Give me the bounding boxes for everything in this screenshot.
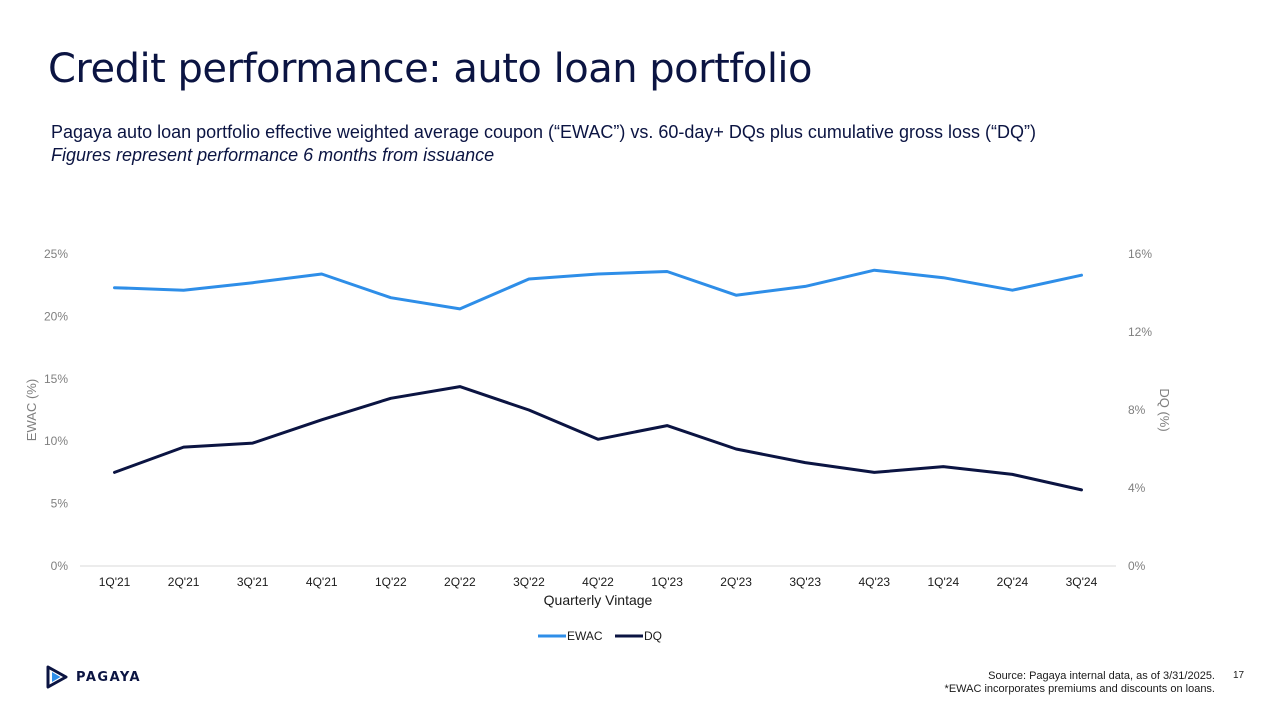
- right-tick-label: 4%: [1128, 481, 1146, 495]
- chart-legend: EWAC DQ: [538, 629, 662, 643]
- slide-title: Credit performance: auto loan portfolio: [48, 46, 813, 92]
- pagaya-logo-icon: [46, 665, 68, 689]
- source-note: Source: Pagaya internal data, as of 3/31…: [988, 670, 1215, 682]
- left-tick-label: 15%: [44, 372, 68, 386]
- ewac-footnote: *EWAC incorporates premiums and discount…: [944, 683, 1215, 695]
- x-tick-label: 2Q'21: [168, 575, 200, 589]
- footnotes: Source: Pagaya internal data, as of 3/31…: [945, 670, 1215, 696]
- pagaya-logo: PAGAYA: [46, 665, 141, 689]
- left-tick-label: 10%: [44, 434, 68, 448]
- right-tick-label: 12%: [1128, 325, 1152, 339]
- left-axis-ticks: 0% 5% 10% 15% 20% 25%: [44, 247, 68, 573]
- series-line-dq: [113, 385, 1083, 492]
- x-tick-label: 1Q'24: [928, 575, 960, 589]
- slide-subnote: Figures represent performance 6 months f…: [51, 145, 495, 165]
- x-tick-label: 4Q'22: [582, 575, 614, 589]
- x-tick-label: 4Q'21: [306, 575, 338, 589]
- x-tick-label: 2Q'24: [997, 575, 1029, 589]
- left-tick-label: 25%: [44, 247, 68, 261]
- right-axis-ticks: 0% 4% 8% 12% 16%: [1128, 247, 1152, 573]
- x-tick-label: 1Q'21: [99, 575, 131, 589]
- slide-subtitle: Pagaya auto loan portfolio effective wei…: [51, 122, 1036, 142]
- x-tick-label: 1Q'23: [651, 575, 683, 589]
- left-tick-label: 20%: [44, 309, 68, 323]
- right-tick-label: 0%: [1128, 559, 1146, 573]
- left-axis-title: EWAC (%): [24, 379, 39, 441]
- x-tick-label: 2Q'23: [720, 575, 752, 589]
- x-tick-label: 4Q'23: [858, 575, 890, 589]
- right-tick-label: 8%: [1128, 403, 1146, 417]
- x-tick-label: 3Q'22: [513, 575, 545, 589]
- x-tick-label: 2Q'22: [444, 575, 476, 589]
- x-tick-label: 3Q'21: [237, 575, 269, 589]
- right-axis-title: DQ (%): [1157, 388, 1172, 431]
- right-tick-label: 16%: [1128, 247, 1152, 261]
- x-axis-title: Quarterly Vintage: [544, 592, 653, 608]
- page-number: 17: [1233, 670, 1245, 681]
- x-axis-ticks: 1Q'21 2Q'21 3Q'21 4Q'21 1Q'22 2Q'22 3Q'22 4Q'22…: [99, 575, 1098, 589]
- x-tick-label: 1Q'22: [375, 575, 407, 589]
- x-tick-label: 3Q'23: [789, 575, 821, 589]
- series-line-ewac: [113, 268, 1083, 311]
- series-lines: [113, 268, 1083, 492]
- legend-label-dq: DQ: [644, 629, 662, 643]
- logo-text: PAGAYA: [76, 669, 142, 685]
- legend-label-ewac: EWAC: [567, 629, 603, 643]
- x-tick-label: 3Q'24: [1066, 575, 1098, 589]
- left-tick-label: 5%: [51, 497, 69, 511]
- left-tick-label: 0%: [51, 559, 69, 573]
